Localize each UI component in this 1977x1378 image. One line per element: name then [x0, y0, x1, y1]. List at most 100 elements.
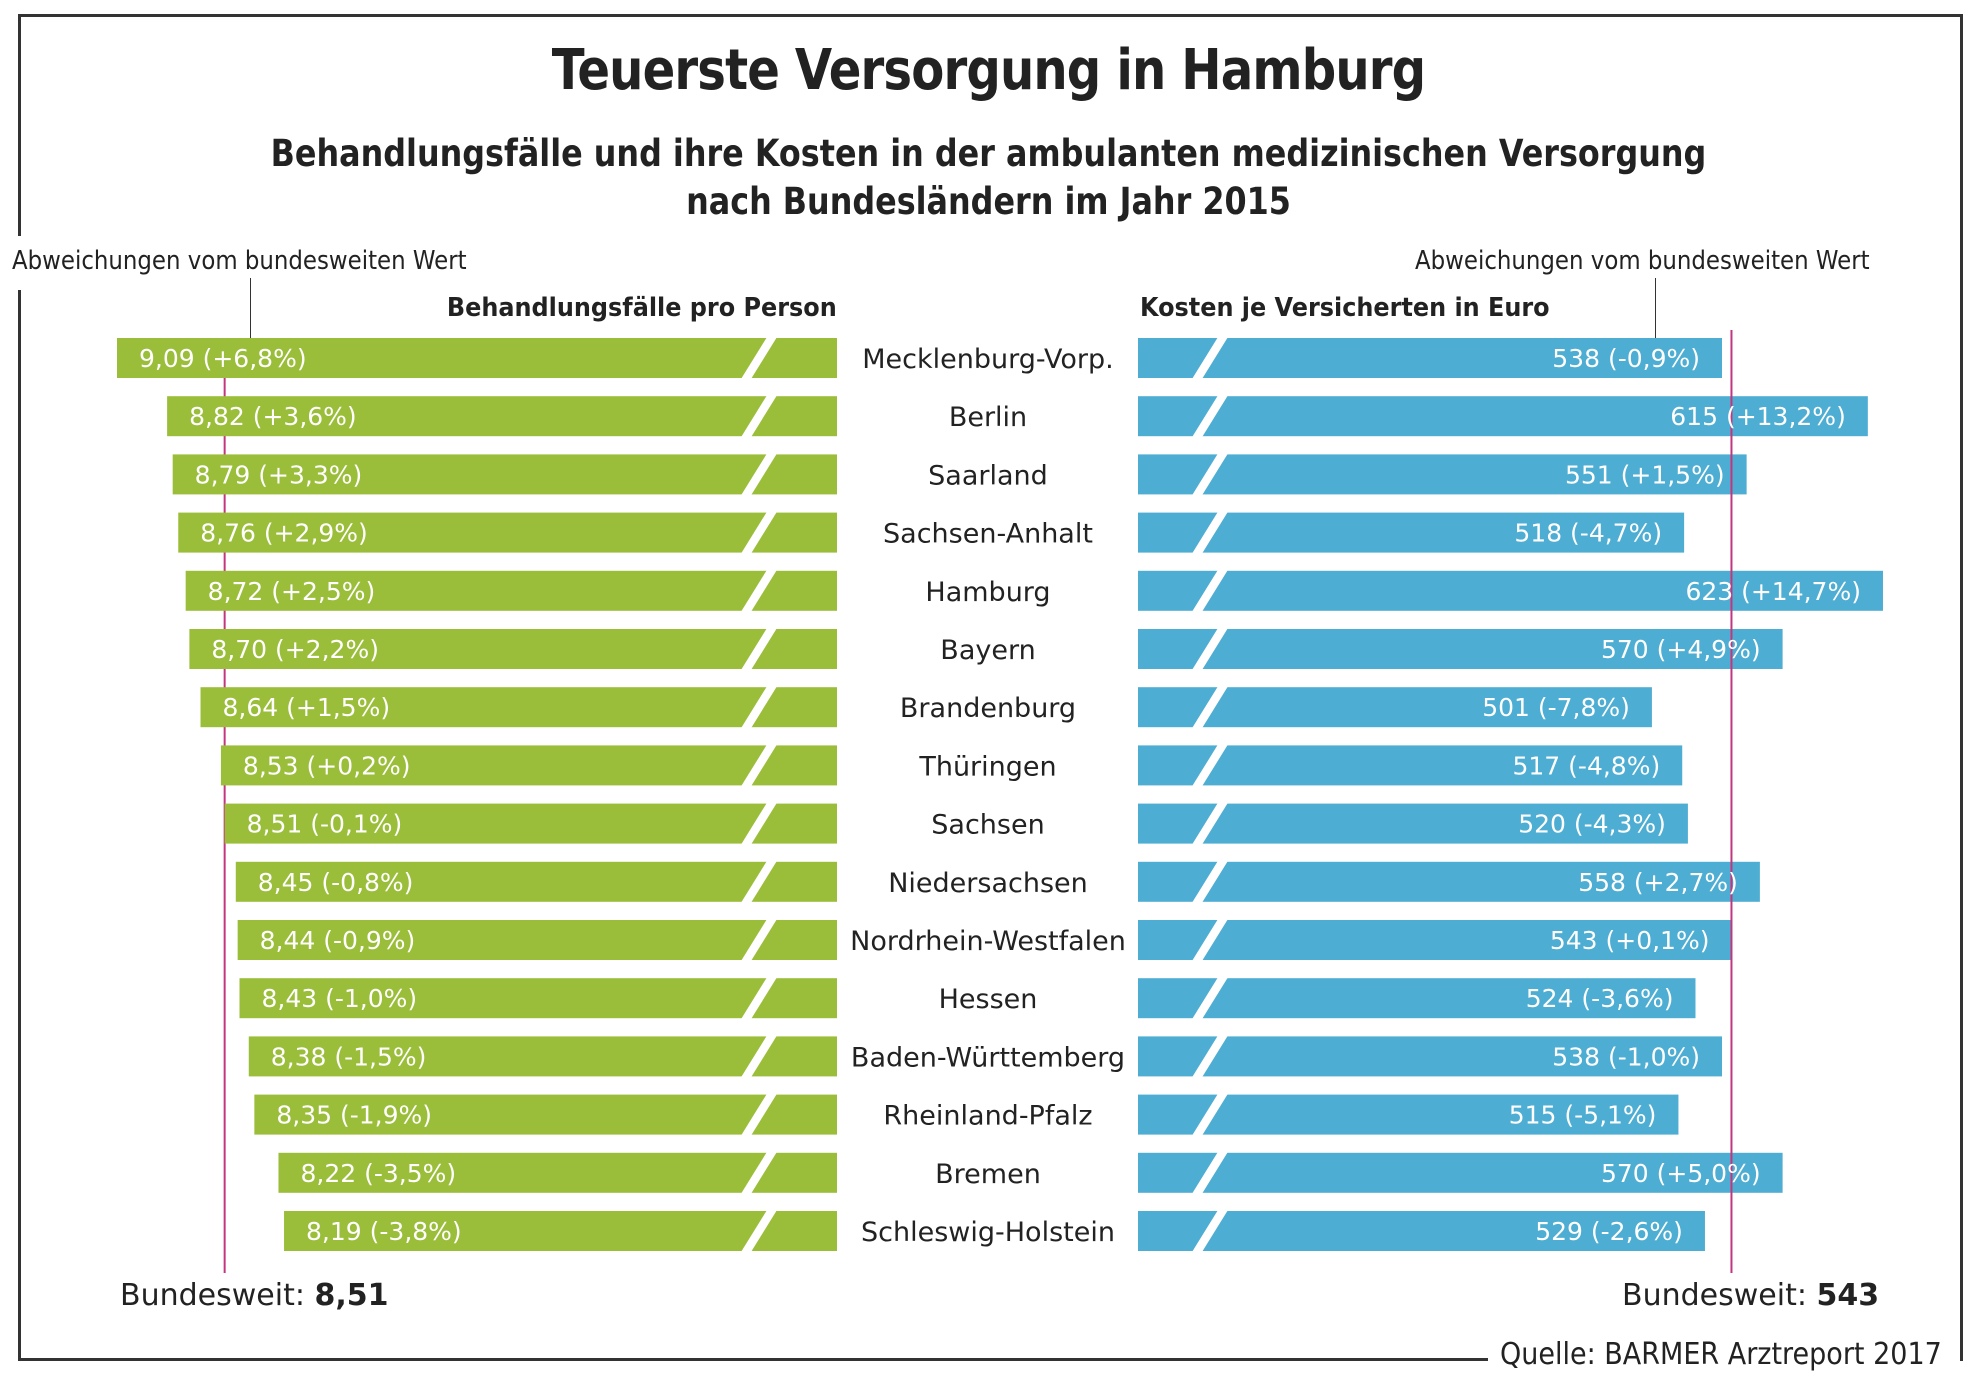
cases-bar: [178, 512, 838, 553]
cases-bar: [235, 861, 837, 902]
cases-bar-break: [741, 1210, 777, 1252]
costs-bar-label: 538 (-1,0%): [1552, 1042, 1700, 1071]
source-note: Quelle: BARMER Arztreport 2017: [1500, 1337, 1942, 1372]
state-label: Thüringen: [918, 751, 1056, 782]
cases-bar: [167, 396, 837, 437]
costs-bar-break: [1192, 511, 1228, 554]
chart-subtitle-line1: Behandlungsfälle und ihre Kosten in der …: [270, 132, 1707, 175]
costs-bar-break: [1192, 337, 1228, 379]
cases-bar-break: [741, 977, 777, 1020]
cases-bar-break: [741, 628, 777, 670]
costs-bar-break: [1192, 453, 1228, 496]
cases-bar-break: [741, 511, 777, 554]
costs-bar-label: 501 (-7,8%): [1482, 693, 1630, 722]
cases-bar: [200, 687, 837, 728]
cases-bar: [239, 978, 838, 1019]
cases-bar: [248, 1036, 837, 1077]
deviation-annotation-right: Abweichungen vom bundesweiten Wert: [1415, 246, 1870, 276]
costs-bar-break: [1192, 919, 1228, 961]
costs-bar-break: [1192, 860, 1228, 903]
cases-bar: [117, 338, 837, 378]
frame-bottom-border: [18, 1358, 1488, 1361]
costs-bar-label: 518 (-4,7%): [1514, 519, 1662, 548]
cases-national-average: Bundesweit: 8,51: [120, 1278, 389, 1313]
costs-bar-label: 570 (+4,9%): [1601, 635, 1761, 664]
costs-bar: [1138, 570, 1883, 611]
cases-bar-break: [741, 744, 777, 787]
frame-left-border: [18, 14, 21, 236]
cases-panel-title: Behandlungsfälle pro Person: [447, 293, 837, 323]
costs-bar: [1138, 803, 1688, 844]
state-label: Schleswig-Holstein: [861, 1217, 1115, 1248]
costs-bar: [1138, 396, 1868, 437]
frame-left-border-lower: [18, 290, 21, 1361]
costs-national-average: Bundesweit: 543: [1622, 1278, 1879, 1313]
chart-subtitle-line2: nach Bundesländern im Jahr 2015: [686, 180, 1291, 223]
costs-bar-label: 543 (+0,1%): [1550, 926, 1710, 955]
costs-bar: [1138, 338, 1722, 378]
costs-bar-label: 520 (-4,3%): [1518, 810, 1666, 839]
cases-bar-label: 8,44 (-0,9%): [260, 926, 416, 955]
frame-top-border: [18, 14, 1963, 17]
costs-bar-label: 515 (-5,1%): [1509, 1101, 1657, 1130]
cases-bar: [284, 1211, 837, 1251]
costs-bar: [1138, 745, 1683, 786]
cases-bar: [172, 454, 837, 495]
cases-bar-break: [741, 1093, 777, 1136]
cases-bar: [237, 920, 837, 960]
costs-panel-title: Kosten je Versicherten in Euro: [1140, 293, 1550, 323]
cases-bar: [189, 629, 837, 669]
state-label: Nordrhein-Westfalen: [850, 926, 1126, 957]
deviation-annotation-left: Abweichungen vom bundesweiten Wert: [12, 246, 467, 276]
cases-bar-break: [741, 453, 777, 496]
state-label: Bremen: [935, 1159, 1041, 1190]
costs-bar: [1138, 1211, 1705, 1251]
cases-bar: [224, 803, 837, 844]
costs-bar-label: 517 (-4,8%): [1513, 751, 1661, 780]
costs-bar-break: [1192, 395, 1228, 438]
cases-bar-label: 8,19 (-3,8%): [306, 1217, 462, 1246]
cases-bar-label: 8,79 (+3,3%): [195, 460, 363, 489]
state-label: Brandenburg: [900, 693, 1076, 724]
cases-bar-break: [741, 395, 777, 438]
cases-bar-label: 9,09 (+6,8%): [139, 344, 307, 373]
costs-bar-label: 615 (+13,2%): [1670, 402, 1846, 431]
cases-bar-label: 8,35 (-1,9%): [276, 1101, 432, 1130]
cases-bar-label: 8,38 (-1,5%): [271, 1042, 427, 1071]
cases-bar-break: [741, 919, 777, 961]
state-label: Niedersachsen: [888, 868, 1088, 899]
costs-bar: [1138, 920, 1732, 960]
costs-bar-break: [1192, 744, 1228, 787]
costs-bar-label: 551 (+1,5%): [1565, 460, 1725, 489]
cases-bar-break: [741, 337, 777, 379]
cases-bar-label: 8,53 (+0,2%): [243, 751, 411, 780]
costs-bar-label: 529 (-2,6%): [1535, 1217, 1683, 1246]
cases-bar-break: [741, 860, 777, 903]
costs-national-average-value: 543: [1816, 1278, 1880, 1313]
cases-national-average-value: 8,51: [314, 1278, 389, 1313]
costs-bar: [1138, 454, 1747, 495]
cases-bar: [185, 570, 837, 611]
cases-bar-label: 8,51 (-0,1%): [247, 810, 403, 839]
costs-bar-label: 524 (-3,6%): [1526, 984, 1674, 1013]
costs-bar-break: [1192, 1151, 1228, 1194]
cases-bar: [220, 745, 837, 786]
state-label: Baden-Württemberg: [851, 1042, 1125, 1073]
state-label: Saarland: [928, 460, 1048, 491]
state-label: Bayern: [940, 635, 1035, 666]
costs-bar: [1138, 1094, 1679, 1135]
chart-title: Teuerste Versorgung in Hamburg: [551, 38, 1426, 103]
costs-bar: [1138, 629, 1783, 669]
deviation-annotation-right-pointer: [1655, 278, 1656, 344]
costs-bar: [1138, 1036, 1722, 1077]
costs-bar-label: 558 (+2,7%): [1578, 868, 1738, 897]
cases-bar-break: [741, 802, 777, 845]
costs-bar-break: [1192, 1210, 1228, 1252]
costs-bar-label: 538 (-0,9%): [1552, 344, 1700, 373]
cases-bar-break: [741, 686, 777, 729]
state-label: Berlin: [949, 402, 1027, 433]
cases-bar: [254, 1094, 837, 1135]
cases-national-average-label: Bundesweit:: [120, 1278, 305, 1313]
cases-bar: [278, 1152, 837, 1193]
